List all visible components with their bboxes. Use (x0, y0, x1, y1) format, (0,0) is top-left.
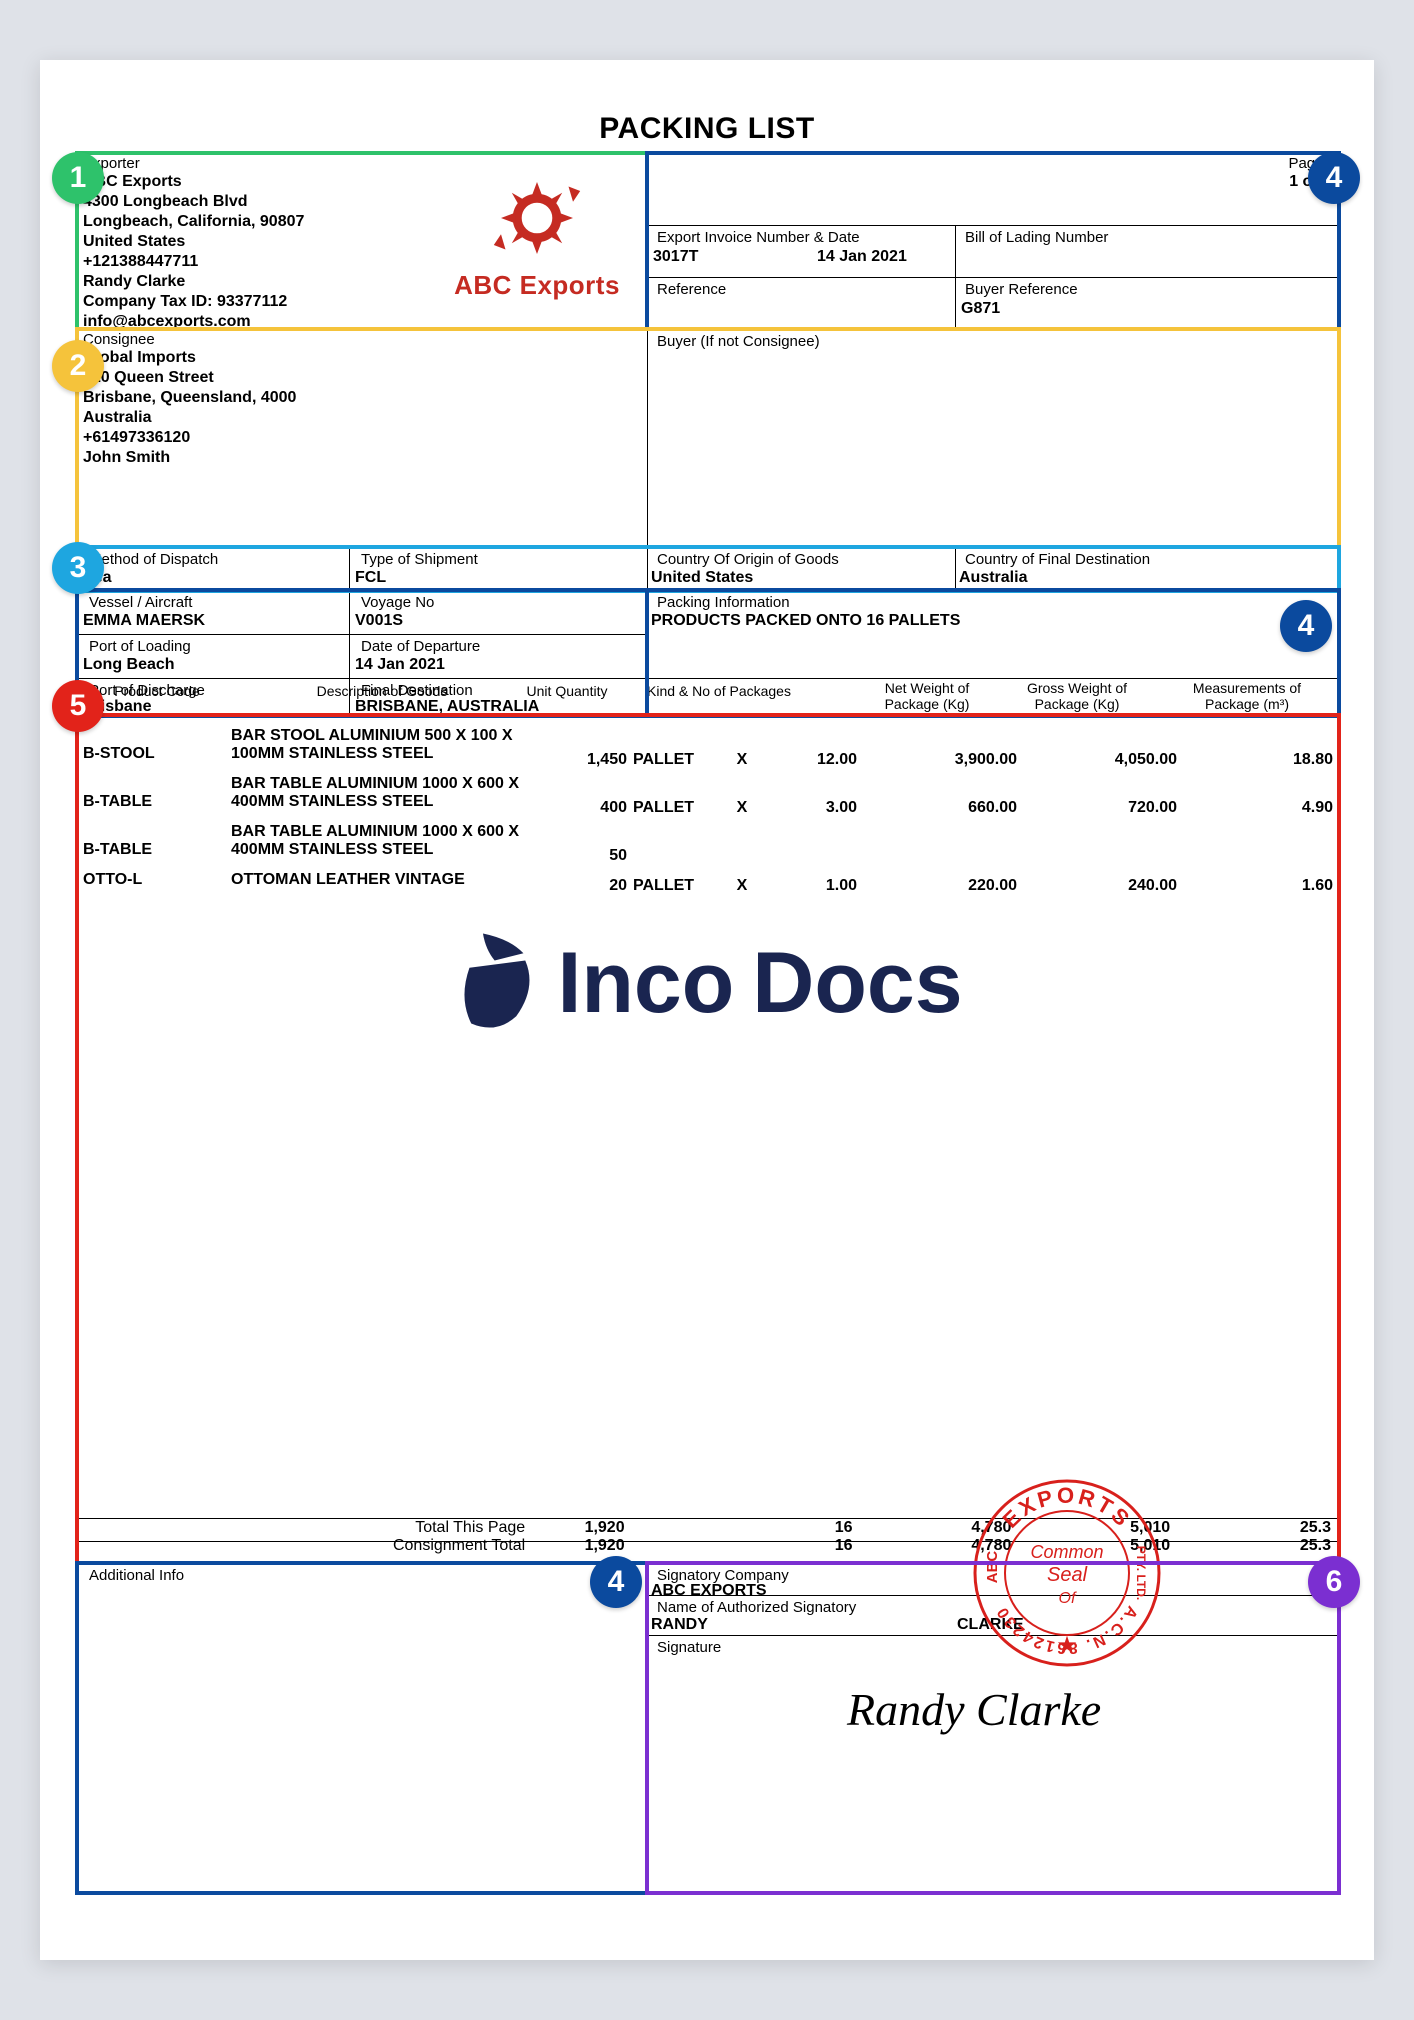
col-qty: Unit Quantity (517, 683, 617, 699)
gear-icon (492, 173, 582, 263)
consignee-phone: +61497336120 (83, 428, 296, 448)
buyerref-label: Buyer Reference (959, 279, 1082, 298)
voyage-value: V001S (355, 611, 403, 631)
doc-title: PACKING LIST (76, 112, 1338, 146)
ref-label: Reference (651, 279, 730, 298)
col-desc: Description of Goods (247, 683, 517, 699)
voyage-label: Voyage No (355, 592, 438, 611)
items-body: B-STOOLBAR STOOL ALUMINIUM 500 X 100 X 1… (77, 721, 1339, 895)
watermark: IncoDocs (451, 933, 962, 1033)
invoice-no: 3017T (653, 247, 698, 267)
exporter-addr1: 4300 Longbeach Blvd (83, 192, 304, 212)
vessel-value: EMMA MAERSK (83, 611, 205, 631)
invoice-label: Export Invoice Number & Date (651, 227, 864, 246)
col-kind: Kind & No of Packages (629, 683, 809, 699)
col-gross: Gross Weight of Package (Kg) (1007, 680, 1147, 712)
badge-1: 1 (52, 152, 104, 204)
consignee-addr2: Brisbane, Queensland, 4000 (83, 388, 296, 408)
packinfo-value: PRODUCTS PACKED ONTO 16 PALLETS (651, 611, 960, 631)
exporter-tax: Company Tax ID: 93377112 (83, 292, 304, 312)
badge-5: 5 (52, 680, 104, 732)
destc-value: Australia (959, 568, 1027, 588)
shiptype-label: Type of Shipment (355, 549, 482, 568)
depdate-value: 14 Jan 2021 (355, 655, 445, 675)
badge-4a: 4 (1308, 152, 1360, 204)
exporter-phone: +121388447711 (83, 252, 304, 272)
tp-pkgs: 16 (763, 1519, 852, 1537)
svg-text:PTY. LTD.: PTY. LTD. (1134, 1546, 1148, 1600)
exporter-name: ABC Exports (83, 172, 304, 192)
tp-qty: 1,920 (525, 1519, 624, 1537)
exporter-contact: Randy Clarke (83, 272, 304, 292)
badge-4c: 4 (590, 1556, 642, 1608)
col-meas: Measurements of Package (m³) (1167, 680, 1327, 712)
ct-pkgs: 16 (763, 1537, 852, 1555)
origin-value: United States (651, 568, 753, 588)
exporter-addr2: Longbeach, California, 90807 (83, 212, 304, 232)
wm-t1: Inco (557, 935, 734, 1031)
company-seal: EXPORTS A.C.N. 86124230 ABC PTY. LTD. Co… (967, 1473, 1167, 1673)
consign-total-label: Consignment Total (247, 1537, 525, 1555)
sig-label: Signature (651, 1637, 725, 1656)
wm-t2: Docs (752, 935, 962, 1031)
packinfo-label: Packing Information (651, 592, 794, 611)
total-page-label: Total This Page (247, 1519, 525, 1537)
svg-text:Of: Of (1059, 1590, 1077, 1607)
svg-text:ABC: ABC (984, 1551, 1001, 1584)
addl-label: Additional Info (83, 1565, 188, 1584)
bol-label: Bill of Lading Number (959, 227, 1112, 246)
svg-text:★: ★ (1056, 1632, 1078, 1659)
consignee-label: Consignee (83, 331, 296, 348)
vessel-label: Vessel / Aircraft (83, 592, 196, 611)
signature-script: Randy Clarke (847, 1683, 1101, 1736)
finaldest-value: BRISBANE, AUSTRALIA (355, 697, 539, 717)
tp-meas: 25.3 (1170, 1519, 1331, 1537)
portload-label: Port of Loading (83, 636, 195, 655)
item-row: OTTO-LOTTOMAN LEATHER VINTAGE20PALLETX1.… (77, 865, 1339, 895)
svg-text:Common: Common (1030, 1542, 1103, 1562)
col-net: Net Weight of Package (Kg) (857, 680, 997, 712)
destc-label: Country of Final Destination (959, 549, 1154, 568)
buyer-label: Buyer (If not Consignee) (651, 331, 824, 350)
incodocs-icon (451, 933, 541, 1033)
ct-meas: 25.3 (1170, 1537, 1331, 1555)
sig-first: RANDY (651, 1615, 708, 1635)
consignee-contact: John Smith (83, 448, 296, 468)
shiptype-value: FCL (355, 568, 386, 588)
badge-6: 6 (1308, 1556, 1360, 1608)
origin-label: Country Of Origin of Goods (651, 549, 843, 568)
consignee-country: Australia (83, 408, 296, 428)
exporter-label: Exporter (83, 155, 304, 172)
svg-text:Seal: Seal (1047, 1564, 1088, 1586)
invoice-date: 14 Jan 2021 (817, 247, 907, 267)
signame-label: Name of Authorized Signatory (651, 1597, 860, 1616)
badge-2: 2 (52, 340, 104, 392)
exporter-logo: ABC Exports (437, 173, 637, 301)
document-frame: Exporter ABC Exports 4300 Longbeach Blvd… (76, 152, 1338, 1892)
logo-text: ABC Exports (437, 270, 637, 301)
ct-qty: 1,920 (525, 1537, 624, 1555)
item-row: B-STOOLBAR STOOL ALUMINIUM 500 X 100 X 1… (77, 721, 1339, 769)
exporter-country: United States (83, 232, 304, 252)
page: PACKING LIST Exporter ABC Exports 4300 L… (40, 60, 1374, 1960)
hl-addl (75, 1561, 649, 1895)
col-code: Product Code (97, 683, 217, 699)
consignee-addr1: 410 Queen Street (83, 368, 296, 388)
badge-4b: 4 (1280, 600, 1332, 652)
item-row: B-TABLEBAR TABLE ALUMINIUM 1000 X 600 X … (77, 769, 1339, 817)
consignee-name: Global Imports (83, 348, 296, 368)
badge-3: 3 (52, 542, 104, 594)
portload-value: Long Beach (83, 655, 175, 675)
item-row: B-TABLEBAR TABLE ALUMINIUM 1000 X 600 X … (77, 817, 1339, 865)
depdate-label: Date of Departure (355, 636, 484, 655)
buyerref-value: G871 (961, 299, 1000, 319)
svg-text:EXPORTS: EXPORTS (998, 1483, 1137, 1533)
exporter-email: info@abcexports.com (83, 312, 304, 332)
